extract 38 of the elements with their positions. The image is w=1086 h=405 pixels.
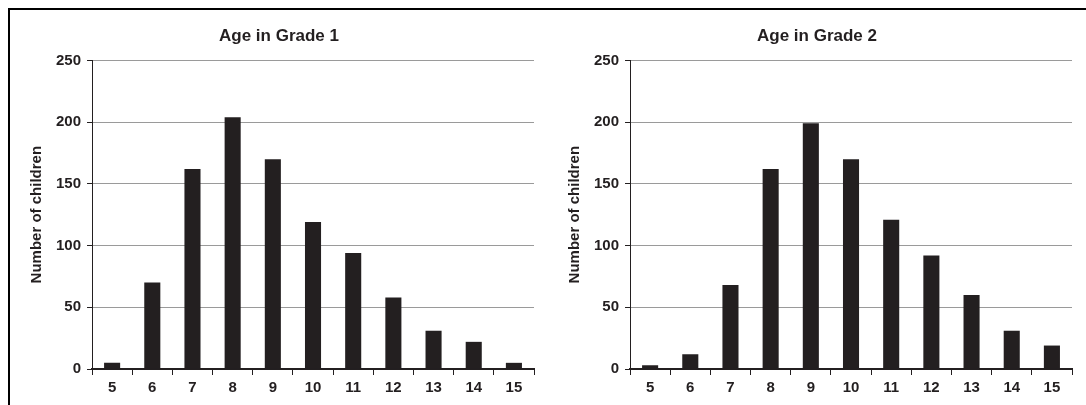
y-axis-title: Number of children [27,145,45,284]
x-tick-label: 10 [304,378,322,396]
chart-title: Age in Grade 2 [757,25,877,45]
x-tick-label: 6 [686,378,695,396]
x-tick-label: 5 [107,378,117,396]
y-tick-label: 100 [56,235,82,253]
x-tick-label: 8 [766,378,775,396]
y-tick-label: 50 [64,297,82,315]
x-tick-label: 13 [963,378,980,396]
x-tick-label: 12 [923,378,940,396]
x-tick-label: 11 [883,378,900,396]
y-tick-label: 100 [594,235,620,253]
x-tick-label: 7 [726,378,735,396]
x-tick-label: 8 [228,378,237,396]
x-tick-label: 7 [188,378,197,396]
x-tick-label: 11 [345,378,362,396]
x-tick-label: 14 [465,378,483,396]
x-tick-label: 13 [425,378,442,396]
x-tick-label: 14 [1003,378,1021,396]
x-tick-label: 9 [268,378,278,396]
y-tick-label: 250 [594,50,620,68]
x-tick-label: 5 [645,378,655,396]
y-tick-label: 0 [72,359,82,377]
chart-title: Age in Grade 1 [219,25,339,45]
y-tick-label: 200 [56,112,82,130]
y-tick-label: 150 [594,173,620,191]
y-tick-label: 50 [602,297,620,315]
x-tick-label: 12 [385,378,402,396]
x-tick-label: 9 [806,378,816,396]
x-tick-label: 6 [148,378,157,396]
x-tick-label: 10 [842,378,860,396]
y-tick-label: 200 [594,112,620,130]
x-tick-label: 15 [505,378,523,396]
y-tick-label: 0 [610,359,620,377]
y-tick-label: 150 [56,173,82,191]
y-axis-title: Number of children [565,145,583,284]
x-tick-label: 15 [1043,378,1061,396]
y-tick-label: 250 [56,50,82,68]
